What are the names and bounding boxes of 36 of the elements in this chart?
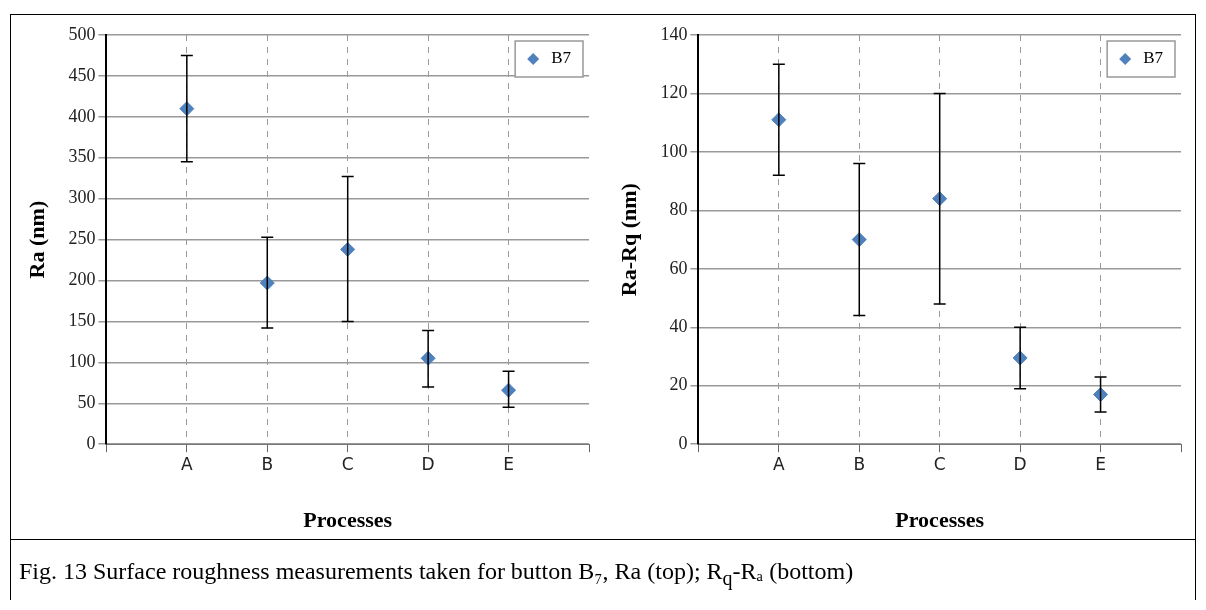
y-tick-label: 400: [68, 105, 96, 126]
x-tick-label: E: [1095, 453, 1106, 474]
legend-label: B7: [1143, 48, 1164, 68]
legend-label: B7: [551, 48, 572, 68]
x-axis-title: Processes: [895, 507, 985, 533]
y-tick-label: 100: [68, 351, 96, 372]
y-tick-label: 0: [86, 432, 96, 453]
x-tick-label: D: [421, 453, 435, 474]
x-tick-label: A: [773, 453, 786, 474]
y-tick-label: 450: [68, 64, 96, 85]
y-tick-label: 60: [669, 257, 688, 278]
y-tick-label: 300: [68, 187, 96, 208]
y-tick-label: 120: [660, 82, 688, 103]
x-tick-label: A: [181, 453, 194, 474]
x-tick-label: B: [853, 453, 866, 474]
y-tick-label: 0: [678, 432, 688, 453]
y-axis-title: Ra-Rq (nm): [615, 183, 641, 297]
x-tick-label: D: [1013, 453, 1027, 474]
y-tick-label: 500: [68, 23, 96, 44]
caption: Fig. 13 Surface roughness measurements taken for button B₇, Ra (top); R$_{q}$-Rₐ (bottom): [11, 539, 1195, 600]
y-axis-title: Ra (nm): [23, 200, 49, 279]
y-tick-label: 100: [660, 140, 688, 161]
y-tick-label: 80: [669, 199, 688, 220]
x-tick-label: C: [933, 453, 946, 474]
y-tick-label: 150: [68, 310, 96, 331]
x-tick-label: E: [503, 453, 514, 474]
y-tick-label: 50: [77, 392, 96, 413]
x-tick-label: C: [341, 453, 354, 474]
y-tick-label: 200: [68, 269, 96, 290]
x-axis-title: Processes: [303, 507, 393, 533]
x-tick-label: B: [261, 453, 274, 474]
y-tick-label: 140: [660, 23, 688, 44]
y-tick-label: 250: [68, 228, 96, 249]
y-tick-label: 20: [669, 374, 688, 395]
y-tick-label: 40: [669, 316, 688, 337]
y-tick-label: 350: [68, 146, 96, 167]
